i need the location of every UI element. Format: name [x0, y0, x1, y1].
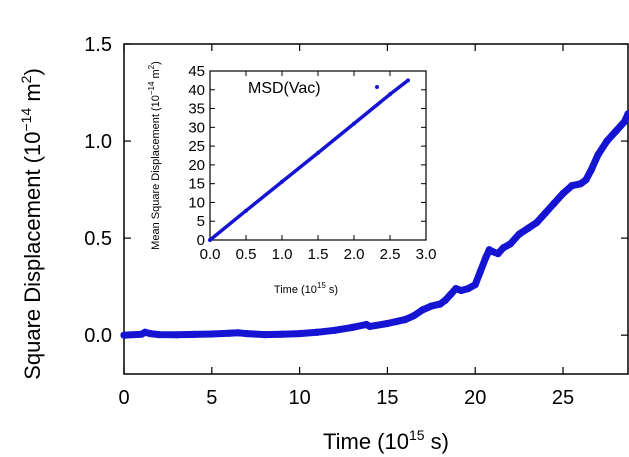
x-axis-title: Time (1015 s) — [323, 427, 449, 454]
inset-x-tick-label: 3.0 — [416, 246, 437, 263]
main-plot-frame — [123, 43, 629, 375]
data-point — [471, 281, 479, 289]
inset-x-tick-label: 2.0 — [344, 246, 365, 263]
y-tick-label: 1.0 — [84, 131, 112, 153]
data-point — [515, 230, 523, 238]
msd-data-point — [208, 238, 212, 242]
y-axis-title: Square Displacement (10−14 m2) — [18, 68, 45, 380]
inset-x-tick-label: 1.5 — [308, 246, 329, 263]
data-point — [506, 240, 514, 248]
data-point — [447, 290, 455, 299]
data-point — [436, 300, 444, 308]
x-tick-label: 10 — [288, 387, 310, 409]
data-point — [155, 330, 163, 339]
inset-y-tick-label: 20 — [188, 157, 205, 174]
data-point — [620, 118, 629, 126]
data-point — [533, 218, 541, 227]
data-point — [594, 151, 602, 159]
inset-y-tick-label: 25 — [188, 138, 205, 155]
data-point — [410, 312, 418, 320]
msd-data-point — [352, 121, 356, 126]
y-tick-label: 1.5 — [84, 34, 112, 56]
inset-x-axis-title: Time (1015 s) — [274, 281, 338, 296]
legend-label: MSD(Vac) — [248, 80, 321, 97]
msd-data-point — [280, 179, 284, 184]
data-point — [348, 323, 356, 332]
data-point — [441, 296, 449, 304]
msd-data-point — [244, 208, 248, 213]
data-point — [457, 286, 465, 295]
msd-data-point — [388, 92, 392, 97]
x-tick-label: 20 — [464, 387, 486, 409]
inset-y-tick-label: 10 — [188, 194, 205, 211]
y-tick-label: 0.5 — [84, 228, 112, 250]
data-point — [120, 331, 128, 339]
data-point — [243, 330, 251, 338]
data-point — [190, 330, 198, 338]
data-point — [587, 166, 595, 174]
x-tick-label: 15 — [376, 387, 398, 409]
data-point — [260, 330, 269, 339]
data-point — [225, 329, 233, 337]
data-point — [173, 331, 181, 339]
y-tick-label: 0.0 — [84, 325, 112, 347]
data-point — [482, 253, 490, 262]
inset-y-tick-label: 5 — [197, 213, 205, 230]
data-point — [624, 110, 629, 118]
data-point — [576, 180, 585, 188]
data-point — [612, 127, 620, 135]
data-point — [559, 189, 567, 198]
data-point — [427, 302, 435, 310]
inset-x-tick-label: 1.0 — [272, 246, 293, 263]
inset-y-tick-label: 45 — [188, 63, 205, 80]
data-point — [541, 209, 550, 217]
inset-x-tick-label: 0.0 — [200, 246, 221, 263]
data-point — [234, 329, 242, 337]
msd-data-point — [316, 150, 320, 155]
data-point — [582, 176, 590, 184]
inset-y-axis-title: Mean Square Displacement (10−14 m2) — [147, 61, 162, 250]
inset-y-tick-label: 0 — [197, 232, 205, 249]
inset-y-tick-label: 15 — [188, 176, 205, 193]
inset-y-tick-label: 30 — [188, 119, 205, 136]
inset-x-tick-label: 0.5 — [236, 246, 257, 263]
inset-plot: 0.0 0.5 1.0 1.5 2.0 2.5 3.0051015202530354045T… — [147, 61, 436, 296]
data-point — [296, 330, 304, 338]
data-point — [401, 316, 409, 324]
data-point — [366, 322, 374, 331]
data-point — [383, 319, 392, 328]
data-point — [208, 330, 216, 338]
msd-data-point — [406, 78, 410, 83]
data-point — [146, 330, 154, 338]
data-point — [392, 317, 400, 326]
x-tick-label: 5 — [206, 387, 217, 409]
data-point — [550, 199, 558, 207]
data-point — [476, 267, 485, 275]
inset-y-tick-label: 40 — [188, 82, 205, 99]
data-point — [464, 284, 472, 293]
x-tick-label: 0 — [118, 387, 129, 409]
data-point — [418, 306, 427, 314]
legend-marker — [375, 85, 379, 89]
data-point — [499, 244, 507, 252]
data-point — [278, 330, 286, 338]
inset-y-tick-label: 35 — [188, 101, 205, 118]
data-point — [603, 137, 611, 145]
data-point — [331, 326, 339, 334]
data-point — [568, 182, 576, 190]
inset-x-tick-label: 2.5 — [380, 246, 401, 263]
data-point — [524, 224, 532, 233]
data-point — [313, 328, 321, 336]
x-tick-label: 25 — [552, 387, 574, 409]
data-point — [494, 250, 502, 258]
